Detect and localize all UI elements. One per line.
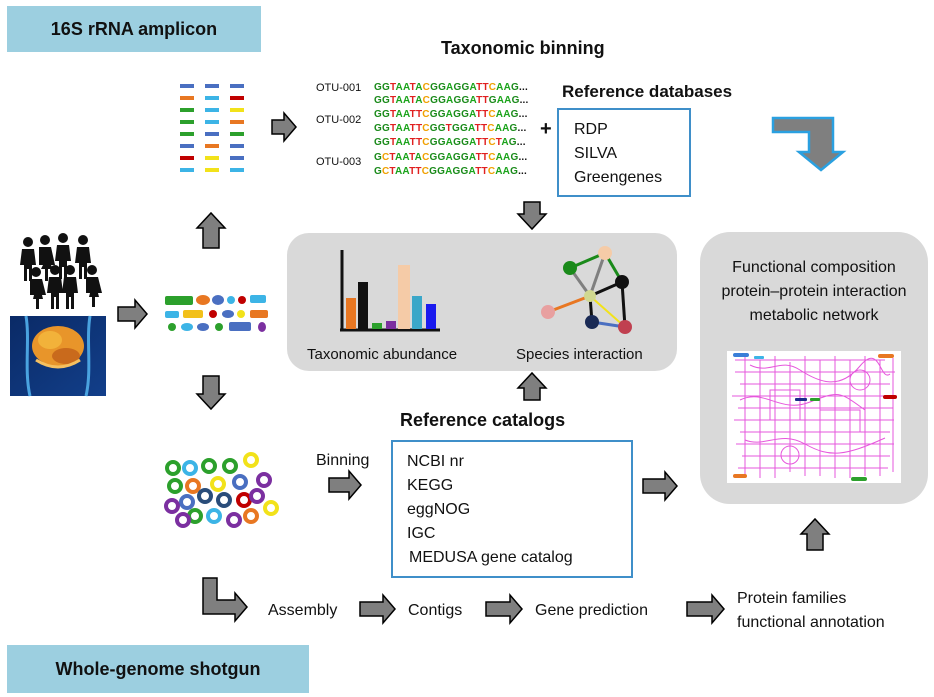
functional-annotation-label: functional annotation bbox=[737, 614, 885, 631]
amplicon-banner: 16S rRNA amplicon bbox=[7, 6, 261, 52]
otu-label: OTU-002 bbox=[316, 114, 362, 126]
dna-fragments-icon bbox=[165, 295, 268, 332]
protein-families-label: Protein families bbox=[737, 590, 847, 607]
functional-line: protein–protein interaction bbox=[721, 283, 907, 300]
gut-anatomy-image bbox=[10, 315, 106, 397]
catalog-item: eggNOG bbox=[407, 501, 471, 518]
genome-rings-icon bbox=[164, 452, 279, 528]
sequence-line: GGTAATACGGAGGATTGAAG... bbox=[374, 95, 529, 106]
sequence-line: GGTAATACGGAGGATTCAAG... bbox=[374, 82, 528, 93]
taxonomic-abundance-label: Taxonomic abundance bbox=[307, 346, 458, 363]
amplicon-banner-label: 16S rRNA amplicon bbox=[50, 18, 218, 39]
catalog-item: IGC bbox=[407, 525, 436, 542]
sequence-line: GGTAATTCGGAGGATTCTAG... bbox=[374, 137, 526, 148]
sequence-line: GCTAATACGGAGGATTCAAG... bbox=[374, 152, 528, 163]
assembly-label: Assembly bbox=[268, 602, 338, 619]
contigs-label: Contigs bbox=[408, 602, 463, 619]
database-item: RDP bbox=[574, 121, 608, 138]
amplicon-bars-icon bbox=[180, 84, 244, 172]
catalog-item: NCBI nr bbox=[407, 453, 464, 470]
reference-databases-box: RDP SILVA Greengenes bbox=[557, 108, 691, 197]
shotgun-banner: Whole-genome shotgun bbox=[7, 645, 309, 693]
catalog-item: MEDUSA gene catalog bbox=[409, 549, 573, 566]
sequence-line: GCTAATTCGGAGGATTCAAG... bbox=[374, 166, 528, 177]
gene-prediction-label: Gene prediction bbox=[535, 602, 648, 619]
people-icon bbox=[20, 233, 102, 309]
otu-sequence-block: OTU-001 GGTAATACGGAGGATTCAAG... GGTAATAC… bbox=[316, 82, 529, 186]
binning-label: Binning bbox=[316, 452, 370, 469]
otu-label: OTU-003 bbox=[316, 156, 362, 168]
functional-panel-text: Functional composition protein–protein i… bbox=[700, 256, 928, 328]
sequence-line: GGTAATTCGGAGGATTCAAG... bbox=[374, 109, 528, 120]
reference-catalogs-box: NCBI nr KEGG eggNOG IGC MEDUSA gene cata… bbox=[391, 440, 633, 578]
otu-label: OTU-001 bbox=[316, 82, 362, 94]
taxonomic-abundance-chart bbox=[340, 250, 440, 332]
metabolic-network-map bbox=[727, 351, 901, 483]
catalog-item: KEGG bbox=[407, 477, 454, 494]
plus-sign: + bbox=[540, 118, 552, 140]
arrow-icon bbox=[117, 110, 831, 626]
sequence-line: GGTAATTCGGTGGATTCAAG... bbox=[374, 123, 527, 134]
reference-catalogs-title: Reference catalogs bbox=[400, 410, 566, 430]
reference-databases-title: Reference databases bbox=[562, 82, 733, 101]
functional-line: metabolic network bbox=[749, 307, 879, 324]
species-interaction-label: Species interaction bbox=[516, 346, 643, 363]
species-interaction-network bbox=[541, 246, 632, 334]
database-item: SILVA bbox=[574, 145, 617, 162]
elbow-arrow-icon bbox=[771, 116, 847, 172]
shotgun-banner-label: Whole-genome shotgun bbox=[55, 658, 261, 679]
database-item: Greengenes bbox=[574, 169, 663, 186]
functional-line: Functional composition bbox=[732, 259, 896, 276]
taxonomic-binning-title: Taxonomic binning bbox=[441, 38, 605, 58]
